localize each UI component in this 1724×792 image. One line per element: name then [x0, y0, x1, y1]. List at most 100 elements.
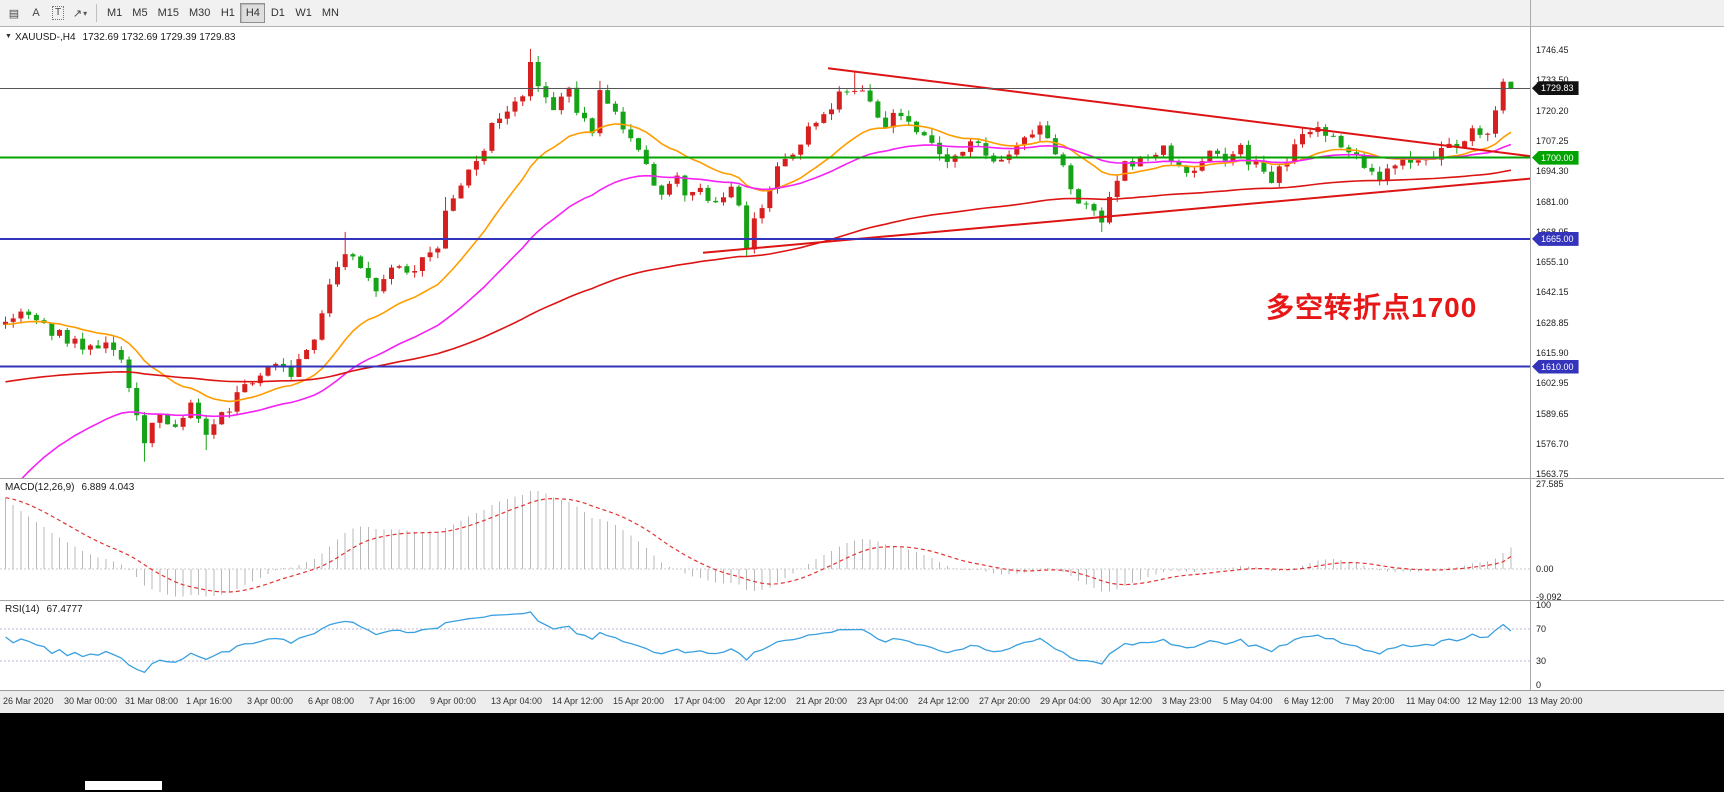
- time-axis-label: 31 Mar 08:00: [125, 696, 179, 706]
- timeframe-group: M1 M5 M15 M30 H1 H4 D1 W1 MN: [102, 3, 344, 23]
- time-axis-label: 6 May 12:00: [1284, 696, 1334, 706]
- timeframe-button-D1[interactable]: D1: [270, 7, 285, 19]
- macd-histogram: [5, 490, 1512, 597]
- rsi-panel[interactable]: [0, 601, 1530, 689]
- timeframe-button-H4[interactable]: H4: [240, 3, 266, 23]
- price-badge-1700.00: 1700.00: [1532, 150, 1579, 165]
- time-axis-label: 6 Apr 08:00: [308, 696, 355, 706]
- price-scale-label: 1628.85: [1536, 317, 1569, 328]
- price-scale-label: 1602.95: [1536, 377, 1569, 388]
- chart-ohlc-values: 1732.69 1732.69 1729.39 1729.83: [82, 32, 236, 43]
- macd-scale-label: 0.00: [1536, 563, 1554, 574]
- rsi-scale-label: 70: [1536, 624, 1547, 634]
- timeframe-button-M1[interactable]: M1: [107, 7, 123, 19]
- text-box-icon: T: [51, 6, 65, 20]
- chart-layout-icon: ▤: [8, 7, 20, 20]
- time-axis-label: 3 Apr 00:00: [247, 696, 294, 706]
- macd-scale-label: -9.092: [1536, 591, 1562, 602]
- rsi-scale-label: 100: [1536, 600, 1552, 610]
- macd-params: MACD(12,26,9): [5, 482, 75, 493]
- price-scale[interactable]: 1746.45 1733.50 1720.20 1707.25 1694.30 1681.…: [1530, 0, 1724, 713]
- taskbar-item[interactable]: [85, 781, 162, 790]
- toolbar: ▤ A T ↗ ▾ M1 M5 M15 M30 H1 H4 D1 W1 MN: [0, 0, 1724, 27]
- price-scale-label: 1563.75: [1536, 468, 1569, 479]
- rsi-label: RSI(14) 67.4777: [5, 604, 83, 615]
- price-badge-1665.00: 1665.00: [1532, 231, 1579, 246]
- timeframe-button-W1[interactable]: W1: [295, 7, 312, 19]
- time-axis-label: 29 Apr 04:00: [1040, 696, 1092, 706]
- macd-label: MACD(12,26,9) 6.889 4.043: [5, 482, 134, 493]
- trendline-2[interactable]: [702, 177, 1530, 254]
- time-axis-label: 7 May 20:00: [1345, 696, 1395, 706]
- time-axis-label: 21 Apr 20:00: [796, 696, 848, 706]
- price-scale-label: 1655.10: [1536, 256, 1569, 267]
- price-scale-label: 1694.30: [1536, 165, 1569, 176]
- time-axis-label: 3 May 23:00: [1162, 696, 1212, 706]
- text-label-button[interactable]: A: [25, 3, 47, 24]
- price-scale-label: 1707.25: [1536, 135, 1569, 146]
- time-axis-label: 9 Apr 00:00: [430, 696, 477, 706]
- rsi-panel-separator[interactable]: [0, 600, 1724, 601]
- price-scale-label: 1668.05: [1536, 226, 1569, 237]
- rsi-value: 67.4777: [46, 604, 83, 615]
- time-axis-label: 12 May 12:00: [1467, 696, 1522, 706]
- time-axis[interactable]: 26 Mar 2020 30 Mar 00:00 31 Mar 08:00 1 Apr…: [0, 690, 1724, 713]
- time-axis-label: 5 May 04:00: [1223, 696, 1273, 706]
- price-scale-label: 1615.90: [1536, 347, 1569, 358]
- time-axis-label: 11 May 04:00: [1406, 696, 1460, 706]
- time-axis-label: 26 Mar 2020: [3, 696, 54, 706]
- time-axis-label: 1 Apr 16:00: [186, 696, 233, 706]
- timeframe-button-M5[interactable]: M5: [132, 7, 148, 19]
- ma-line-120[interactable]: [5, 169, 1512, 383]
- timeframe-button-MN[interactable]: MN: [321, 7, 339, 19]
- chart-marker-icon: ▼: [5, 33, 12, 40]
- price-badge-1729.83: 1729.83: [1532, 81, 1579, 96]
- price-scale-label: 1733.50: [1536, 74, 1569, 85]
- rsi-scale-label: 0: [1536, 680, 1542, 690]
- text-label-icon: A: [32, 7, 40, 19]
- time-axis-label: 17 Apr 04:00: [674, 696, 726, 706]
- time-axis-label: 15 Apr 20:00: [613, 696, 665, 706]
- price-scale-label: 1746.45: [1536, 44, 1569, 55]
- main-chart[interactable]: [0, 28, 1530, 478]
- rsi-params: RSI(14): [5, 604, 40, 615]
- time-axis-label: 30 Mar 00:00: [64, 696, 118, 706]
- price-scale-label: 1642.15: [1536, 286, 1569, 297]
- time-axis-label: 13 Apr 04:00: [491, 696, 543, 706]
- time-axis-label: 7 Apr 16:00: [369, 696, 416, 706]
- macd-panel-separator[interactable]: [0, 478, 1724, 479]
- time-axis-label: 27 Apr 20:00: [979, 696, 1031, 706]
- time-axis-label: 30 Apr 12:00: [1101, 696, 1153, 706]
- timeframe-button-M15[interactable]: M15: [157, 7, 179, 19]
- chart-symbol-label: XAUUSD-,H4: [14, 32, 76, 43]
- macd-signal-line: [5, 497, 1512, 593]
- price-scale-label: 1576.70: [1536, 438, 1569, 449]
- annotation-text: 多空转折点1700: [1266, 292, 1478, 323]
- macd-values: 6.889 4.043: [81, 482, 135, 493]
- price-scale-label: 1681.00: [1536, 196, 1569, 207]
- rsi-scale-label: 30: [1536, 656, 1547, 666]
- taskbar[interactable]: [0, 713, 1724, 792]
- macd-panel[interactable]: [0, 479, 1530, 600]
- time-axis-label: 13 May 20:00: [1528, 696, 1583, 706]
- price-scale-label: 1720.20: [1536, 105, 1569, 116]
- text-box-button[interactable]: T: [47, 3, 69, 24]
- draw-tool-button[interactable]: ↗ ▾: [69, 3, 91, 24]
- time-axis-label: 24 Apr 12:00: [918, 696, 970, 706]
- candles-layer: [3, 48, 1514, 462]
- macd-scale-label: 27.585: [1536, 478, 1564, 489]
- chevron-down-icon: ▾: [83, 8, 88, 18]
- chart-info: ▼ XAUUSD-,H4 1732.69 1732.69 1729.39 1729.…: [5, 32, 235, 43]
- price-badge-1610.00: 1610.00: [1532, 359, 1579, 374]
- toolbar-separator: [96, 4, 97, 22]
- timeframe-button-M30[interactable]: M30: [188, 7, 211, 19]
- timeframe-button-H1[interactable]: H1: [220, 7, 235, 19]
- chart-layout-button[interactable]: ▤: [3, 3, 25, 24]
- ma-line-40[interactable]: [6, 143, 1512, 479]
- time-axis-label: 20 Apr 12:00: [735, 696, 787, 706]
- time-axis-label: 23 Apr 04:00: [857, 696, 909, 706]
- rsi-line: [5, 611, 1512, 674]
- moving-averages-layer: [5, 123, 1512, 479]
- trendline-1[interactable]: [827, 67, 1530, 158]
